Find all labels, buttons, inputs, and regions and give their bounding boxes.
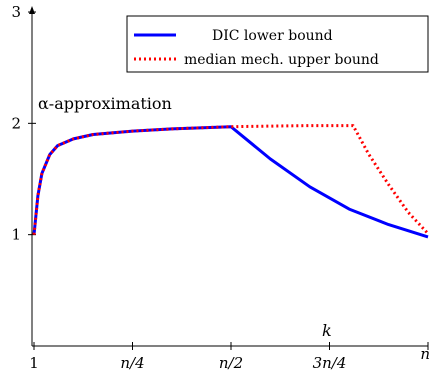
x-tick-label: 3n/4: [313, 354, 347, 372]
y-axis-label: α-approximation: [38, 94, 172, 113]
y-tick-label: 2: [11, 114, 21, 132]
x-tick-label: n/2: [219, 354, 243, 372]
legend-label-median-mech-upper-bound: median mech. upper bound: [184, 52, 379, 68]
x-tick-label: 1: [29, 354, 39, 372]
y-axis-arrow: [29, 6, 35, 14]
legend-box: [126, 15, 429, 73]
series-line-median-mech-upper-bound: [32, 124, 430, 235]
series-layer: [32, 124, 430, 239]
series-line-dic-lower-bound: [32, 125, 429, 239]
x-tick-label: n/4: [120, 354, 144, 372]
y-tick-label: 3: [11, 3, 21, 21]
x-axis-label: k: [322, 321, 332, 340]
x-ticks: 1 n/4 n/2 3n/4 n: [29, 342, 430, 372]
legend-label-dic-lower-bound: DIC lower bound: [212, 28, 333, 44]
y-ticks: 1 2 3: [11, 3, 36, 244]
y-tick-label: 1: [11, 226, 21, 244]
x-tick-label: n: [420, 345, 430, 363]
legend: DIC lower bound median mech. upper bound: [126, 15, 429, 73]
